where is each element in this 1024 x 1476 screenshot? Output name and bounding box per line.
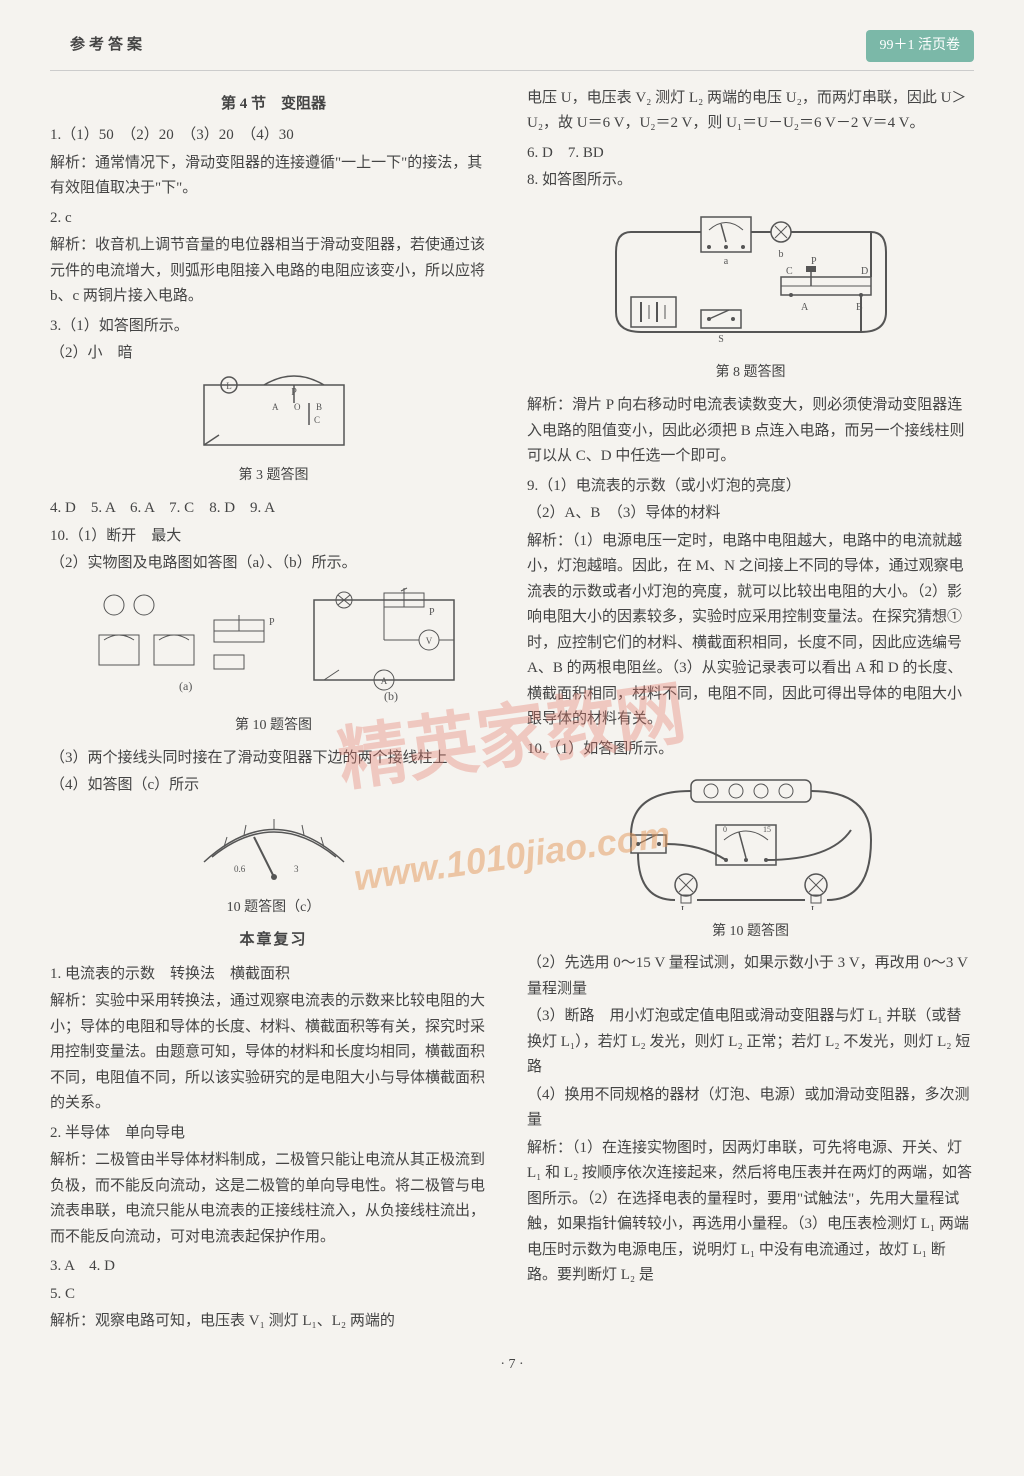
svg-text:0: 0 — [723, 825, 727, 834]
svg-text:0.6: 0.6 — [234, 864, 246, 874]
q3-1-answer: 3.（1）如答图所示。 — [50, 314, 497, 340]
review-2-analysis: 解析：二极管由半导体材料制成，二极管只能让电流从其正极流到负极，而不能反向流动，… — [50, 1148, 497, 1250]
q10-1: 10.（1）断开 最大 — [50, 524, 497, 550]
figure-8-caption: 第 8 题答图 — [527, 361, 974, 385]
figure-10r-caption: 第 10 题答图 — [527, 920, 974, 944]
review-10-analysis: 解析：（1）在连接实物图时，因两灯串联，可先将电源、开关、灯 L₁ 和 L₂ 按… — [527, 1136, 974, 1289]
chapter-review-title: 本章复习 — [50, 928, 497, 954]
svg-text:B: B — [316, 402, 322, 412]
header-right-badge: 99＋1 活页卷 — [866, 30, 975, 62]
svg-text:L₂: L₂ — [810, 904, 821, 910]
svg-text:P: P — [811, 256, 817, 267]
review-5-cont: 电压 U，电压表 V₂ 测灯 L₂ 两端的电压 U₂，而两灯串联，因此 U＞U₂… — [527, 86, 974, 137]
figure-10-right: 15 0 L₁ — [527, 770, 974, 943]
figure-10c-caption: 10 题答图（c） — [50, 896, 497, 920]
circuit-physical-10-icon: 15 0 L₁ — [611, 770, 891, 910]
review-10-4: （4）换用不同规格的器材（灯泡、电源）或加滑动变阻器，多次测量 — [527, 1083, 974, 1134]
q1-answer: 1.（1）50 （2）20 （3）20 （4）30 — [50, 123, 497, 149]
review-2: 2. 半导体 单向导电 — [50, 1121, 497, 1147]
figure-8: a b A B C P D — [527, 202, 974, 385]
circuit-diagram-icon: L P A O B C — [194, 375, 354, 455]
svg-text:L: L — [226, 381, 232, 391]
q10-3: （3）两个接线头同时接在了滑动变阻器下边的两个接线柱上 — [50, 746, 497, 772]
review-3-4: 3. A 4. D — [50, 1254, 497, 1280]
review-10-2: （2）先选用 0～15 V 量程试测，如果示数小于 3 V，再改用 0～3 V … — [527, 951, 974, 1002]
figure-10ab: P (a) P V — [50, 585, 497, 738]
svg-text:15: 15 — [763, 825, 771, 834]
q10-2: （2）实物图及电路图如答图（a）、（b）所示。 — [50, 551, 497, 577]
figure-3: L P A O B C 第 3 题答图 — [50, 375, 497, 488]
circuit-physical-diagram-icon: P (a) P V — [84, 585, 464, 705]
svg-text:P: P — [269, 617, 275, 628]
svg-text:b: b — [778, 249, 783, 260]
review-10-1: 10.（1）如答图所示。 — [527, 737, 974, 763]
q2-analysis: 解析：收音机上调节音量的电位器相当于滑动变阻器，若使通过该元件的电流增大，则弧形… — [50, 233, 497, 310]
page-header: 参考答案 99＋1 活页卷 — [50, 30, 974, 71]
page-container: 参考答案 99＋1 活页卷 第 4 节 变阻器 1.（1）50 （2）20 （3… — [0, 0, 1024, 1406]
section-4-title: 第 4 节 变阻器 — [50, 92, 497, 118]
svg-text:V: V — [425, 636, 432, 646]
q2-answer: 2. c — [50, 206, 497, 232]
review-5-analysis: 解析：观察电路可知，电压表 V₁ 测灯 L₁、L₂ 两端的 — [50, 1309, 497, 1335]
review-8-analysis: 解析：滑片 P 向右移动时电流表读数变大，则必须使滑动变阻器连入电路的阻值变小，… — [527, 393, 974, 470]
figure-10-caption: 第 10 题答图 — [50, 714, 497, 738]
circuit-physical-8-icon: a b A B C P D — [601, 202, 901, 352]
svg-text:L₁: L₁ — [680, 904, 691, 910]
q3-2-answer: （2）小 暗 — [50, 341, 497, 367]
svg-text:(b): (b) — [384, 689, 398, 703]
two-column-layout: 第 4 节 变阻器 1.（1）50 （2）20 （3）20 （4）30 解析：通… — [50, 86, 974, 1339]
q10-4: （4）如答图（c）所示 — [50, 773, 497, 799]
review-10-3: （3）断路 用小灯泡或定值电阻或滑动变阻器与灯 L₁ 并联（或替换灯 L₁），若… — [527, 1004, 974, 1081]
svg-text:P: P — [429, 607, 435, 618]
figure-3-caption: 第 3 题答图 — [50, 464, 497, 488]
q1-analysis: 解析：通常情况下，滑动变阻器的连接遵循"一上一下"的接法，其有效阻值取决于"下"… — [50, 151, 497, 202]
svg-text:O: O — [294, 402, 301, 412]
svg-text:a: a — [723, 256, 728, 267]
svg-text:A: A — [272, 402, 279, 412]
review-9-analysis: 解析：（1）电源电压一定时，电路中电阻越大，电路中的电流就越小，灯泡越暗。因此，… — [527, 529, 974, 733]
svg-text:A: A — [801, 302, 809, 313]
review-8: 8. 如答图所示。 — [527, 168, 974, 194]
rheostat-gauge-icon: 0.6 3 — [184, 807, 364, 887]
review-9-1: 9.（1）电流表的示数（或小灯泡的亮度） — [527, 474, 974, 500]
svg-text:A: A — [380, 676, 387, 686]
svg-text:C: C — [786, 266, 793, 277]
review-5: 5. C — [50, 1282, 497, 1308]
svg-text:3: 3 — [294, 864, 299, 874]
figure-10c: 0.6 3 10 题答图（c） — [50, 807, 497, 920]
q4-to-9: 4. D 5. A 6. A 7. C 8. D 9. A — [50, 496, 497, 522]
review-1-analysis: 解析：实验中采用转换法，通过观察电流表的示数来比较电阻的大小；导体的电阻和导体的… — [50, 989, 497, 1117]
left-column: 第 4 节 变阻器 1.（1）50 （2）20 （3）20 （4）30 解析：通… — [50, 86, 497, 1339]
header-left-title: 参考答案 — [50, 33, 146, 59]
right-column: 电压 U，电压表 V₂ 测灯 L₂ 两端的电压 U₂，而两灯串联，因此 U＞U₂… — [527, 86, 974, 1339]
svg-text:D: D — [861, 266, 868, 277]
review-6-7: 6. D 7. BD — [527, 141, 974, 167]
svg-text:S: S — [718, 334, 724, 345]
page-number: · 7 · — [50, 1353, 974, 1377]
svg-text:C: C — [314, 415, 320, 425]
review-9-2: （2）A、B （3）导体的材料 — [527, 501, 974, 527]
svg-text:(a): (a) — [179, 679, 192, 693]
review-1: 1. 电流表的示数 转换法 横截面积 — [50, 962, 497, 988]
